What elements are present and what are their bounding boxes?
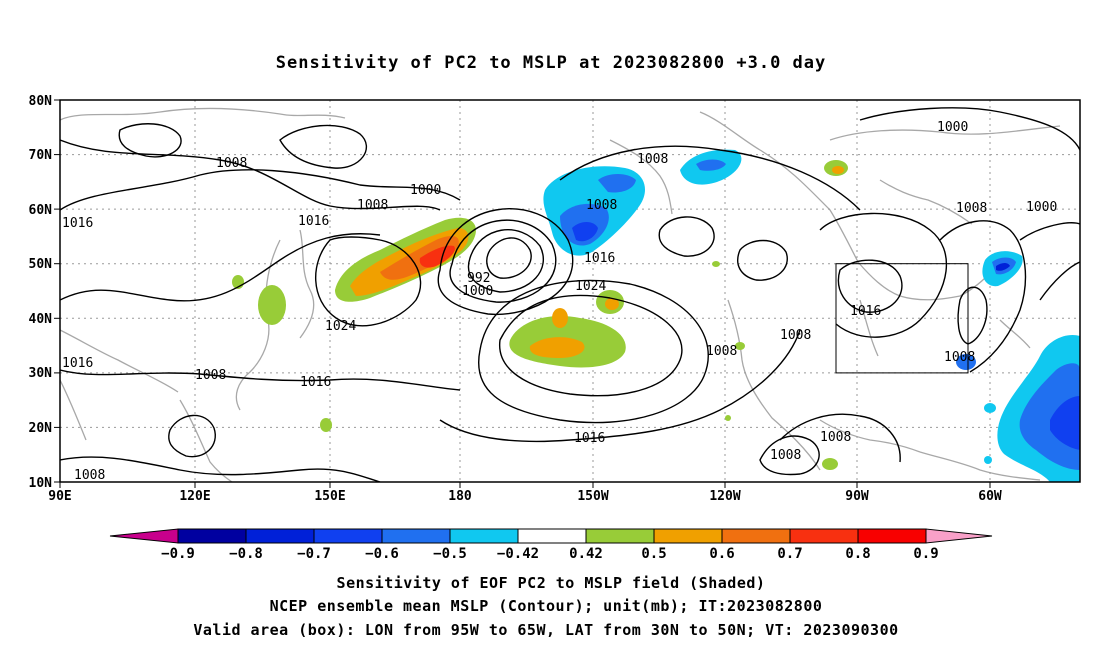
colorbar-label: −0.8 xyxy=(229,546,263,562)
contour-label: 1008 xyxy=(944,350,975,365)
lat-label: 70N xyxy=(29,148,53,163)
contour-label: 1008 xyxy=(216,156,247,171)
colorbar-label: −0.7 xyxy=(297,546,331,562)
lat-label: 30N xyxy=(29,366,53,381)
colorbar: −0.9 −0.8 −0.7 −0.6 −0.5 −0.42 0.42 0.5 0.6 0.7 0.… xyxy=(109,528,993,562)
lat-label: 10N xyxy=(29,476,53,491)
colorbar-swatch xyxy=(585,528,655,544)
lon-label: 60W xyxy=(978,489,1002,504)
contour-label: 1016 xyxy=(574,431,605,446)
colorbar-swatch xyxy=(653,528,723,544)
contour-label: 1000 xyxy=(1026,200,1057,215)
colorbar-label: 0.42 xyxy=(569,546,603,562)
lon-label: 90E xyxy=(48,489,71,504)
lon-label: 180 xyxy=(448,489,472,504)
contour-label: 1008 xyxy=(770,448,801,463)
contour-label: 1024 xyxy=(575,279,606,294)
lat-label: 40N xyxy=(29,312,53,327)
contour-label: 1000 xyxy=(410,183,441,198)
contour-label: 1024 xyxy=(325,319,356,334)
axis-ticks xyxy=(54,99,991,488)
lon-label: 90W xyxy=(845,489,869,504)
colorbar-label: 0.6 xyxy=(709,546,734,562)
contour-label: 1008 xyxy=(706,344,737,359)
caption-line-2: NCEP ensemble mean MSLP (Contour); unit(… xyxy=(270,597,823,615)
contour-label: 1000 xyxy=(937,120,968,135)
caption-line-3: Valid area (box): LON from 95W to 65W, L… xyxy=(193,621,898,639)
lat-label: 20N xyxy=(29,421,53,436)
contour-label: 1016 xyxy=(298,214,329,229)
chart-title: Sensitivity of PC2 to MSLP at 2023082800… xyxy=(276,53,827,73)
colorbar-end-low xyxy=(109,528,179,544)
contour-label: 1008 xyxy=(820,430,851,445)
lon-label: 120W xyxy=(709,489,740,504)
lon-label: 120E xyxy=(179,489,210,504)
map-panel xyxy=(60,100,1080,482)
colorbar-swatch xyxy=(517,528,587,544)
positive-shading-npac-deep xyxy=(419,245,455,268)
positive-shading-npac-red xyxy=(380,236,459,280)
contour-label: 1000 xyxy=(462,284,493,299)
colorbar-label: −0.6 xyxy=(365,546,399,562)
contour-label: 1016 xyxy=(62,216,93,231)
map-frame xyxy=(59,99,1081,483)
colorbar-swatch xyxy=(177,528,247,544)
colorbar-label: −0.42 xyxy=(497,546,539,562)
colorbar-swatch xyxy=(721,528,791,544)
lon-label: 150W xyxy=(577,489,608,504)
longitude-labels: 90E 120E 150E 180 150W 120W 90W 60W xyxy=(48,489,1002,504)
lon-label: 150E xyxy=(314,489,345,504)
contour-label: 1016 xyxy=(584,251,615,266)
contour-label: 1008 xyxy=(956,201,987,216)
contour-label: 992 xyxy=(467,271,490,286)
contour-label: 1008 xyxy=(637,152,668,167)
mslp-contours xyxy=(60,107,1080,482)
contour-label: 1016 xyxy=(850,304,881,319)
positive-shading-japan xyxy=(258,285,286,325)
lat-label: 60N xyxy=(29,203,53,218)
shaded-sensitivity xyxy=(232,149,1080,482)
contour-label: 1016 xyxy=(62,356,93,371)
lat-label: 80N xyxy=(29,94,53,109)
colorbar-end-high xyxy=(925,528,993,544)
colorbar-swatch xyxy=(381,528,451,544)
colorbar-swatch xyxy=(245,528,315,544)
colorbar-label: −0.9 xyxy=(161,546,195,562)
colorbar-swatch xyxy=(789,528,859,544)
lat-label: 50N xyxy=(29,257,53,272)
colorbar-label: 0.7 xyxy=(777,546,802,562)
caption-line-1: Sensitivity of EOF PC2 to MSLP field (Sh… xyxy=(337,574,766,592)
contour-label: 1008 xyxy=(357,198,388,213)
contour-label: 1008 xyxy=(780,328,811,343)
valid-area-box xyxy=(835,263,969,374)
latitude-labels: 80N 70N 60N 50N 40N 30N 20N 10N xyxy=(29,94,53,491)
colorbar-swatch xyxy=(449,528,519,544)
contour-label: 1008 xyxy=(74,468,105,483)
colorbar-label: 0.8 xyxy=(845,546,870,562)
colorbar-swatch xyxy=(857,528,927,544)
colorbar-label: 0.5 xyxy=(641,546,666,562)
contour-label: 1008 xyxy=(586,198,617,213)
colorbar-swatch xyxy=(313,528,383,544)
contour-label: 1008 xyxy=(195,368,226,383)
contour-label: 1016 xyxy=(300,375,331,390)
contour-labels: 1000 1008 1008 1000 1016 1008 1000 1016 … xyxy=(62,120,1057,483)
colorbar-label: −0.5 xyxy=(433,546,467,562)
colorbar-label: 0.9 xyxy=(913,546,938,562)
